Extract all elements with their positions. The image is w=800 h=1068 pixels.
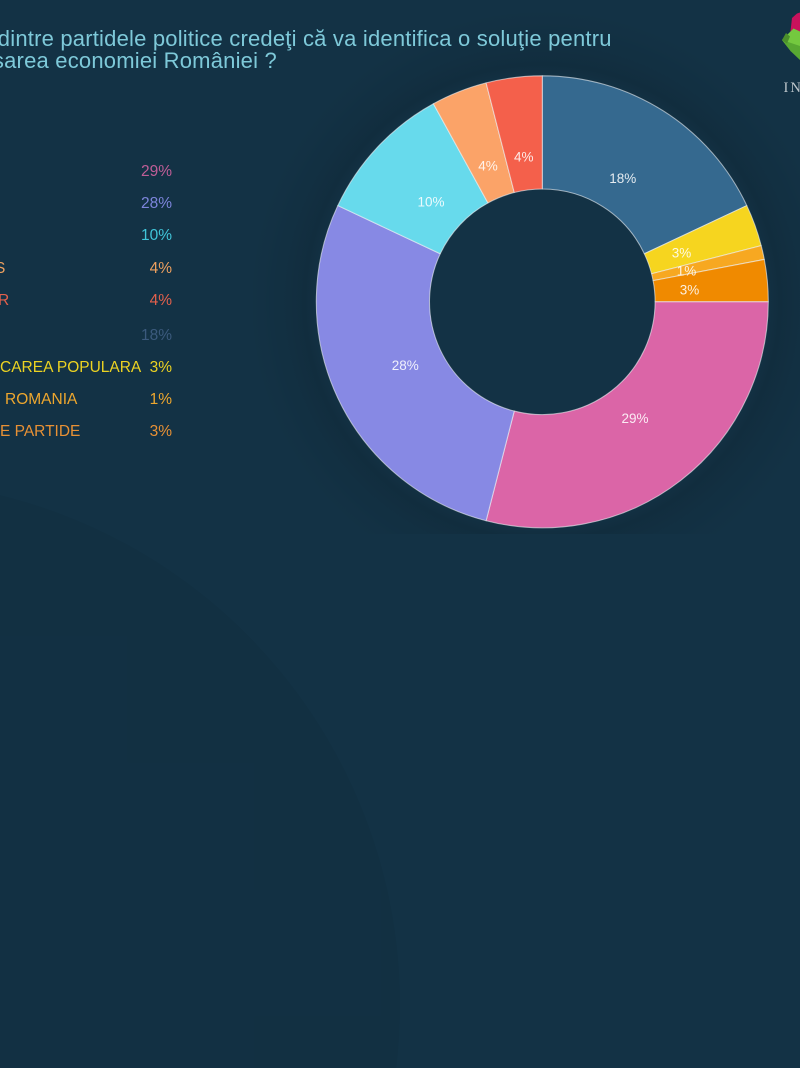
svg-text:3%: 3% [672,245,692,260]
svg-text:4%: 4% [478,158,498,173]
svg-text:29%: 29% [621,411,648,426]
svg-text:10%: 10% [417,195,444,210]
svg-text:28%: 28% [392,358,419,373]
svg-text:4%: 4% [514,149,534,164]
svg-text:3%: 3% [680,282,700,297]
svg-text:1%: 1% [677,263,697,278]
svg-text:18%: 18% [609,171,636,186]
